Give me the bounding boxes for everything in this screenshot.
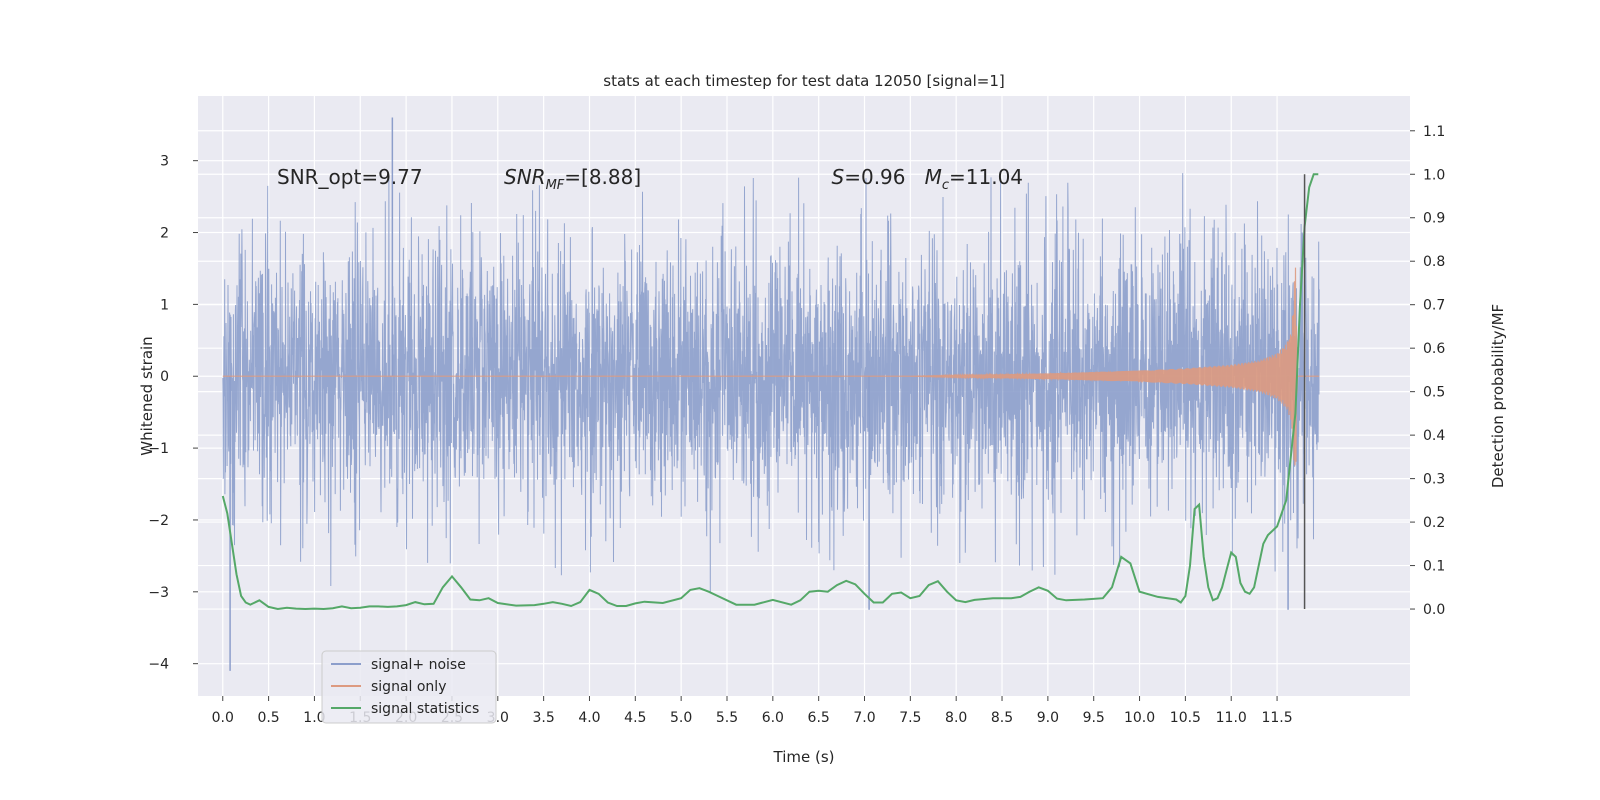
y-axis-label-left: Whitened strain xyxy=(138,336,156,455)
annotation-snr-opt: SNR_opt=9.77 xyxy=(277,165,423,189)
x-tick-label: 3.5 xyxy=(532,710,554,726)
x-tick-label: 7.0 xyxy=(853,710,875,726)
y-tick-label-left: 2 xyxy=(160,226,169,242)
x-tick-label: 8.0 xyxy=(945,710,967,726)
annotation-s-value: =0.96 xyxy=(844,165,924,189)
x-tick-label: 10.0 xyxy=(1124,710,1155,726)
statistics-trace xyxy=(221,173,1319,611)
series-signal-noise xyxy=(222,117,1320,671)
legend-label-signal-noise: signal+ noise xyxy=(371,657,466,673)
y-tick-label-left: −4 xyxy=(148,657,169,673)
x-tick-label: 1.0 xyxy=(303,710,325,726)
x-tick-label: 5.0 xyxy=(670,710,692,726)
x-tick-label: 5.5 xyxy=(716,710,738,726)
annotation-snr-mf: SNRMF=[8.88] xyxy=(504,165,641,193)
annotation-s-symbol: S xyxy=(832,165,845,189)
annotation-mc-sub: c xyxy=(942,178,949,193)
x-tick-label: 6.5 xyxy=(808,710,830,726)
y-tick-label-right: 1.0 xyxy=(1423,167,1445,183)
noise-trace xyxy=(222,173,1320,593)
x-tick-label: 11.0 xyxy=(1216,710,1247,726)
x-tick-label: 0.0 xyxy=(212,710,234,726)
chart-title: stats at each timestep for test data 120… xyxy=(603,72,1004,90)
y-tick-label-right: 1.1 xyxy=(1423,124,1445,140)
x-tick-label: 4.5 xyxy=(624,710,646,726)
y-tick-label-left: −3 xyxy=(148,585,169,601)
annotation-mc-main: M xyxy=(925,165,942,189)
annotation-snr-mf-sub: MF xyxy=(546,178,565,193)
y-tick-label-right: 0.6 xyxy=(1423,341,1445,357)
x-tick-label: 9.0 xyxy=(1037,710,1059,726)
y-axis-label-right: Detection probability/MF xyxy=(1489,304,1507,488)
x-axis-label: Time (s) xyxy=(773,748,835,766)
series-signal-statistics xyxy=(221,173,1319,611)
legend-label-signal-only: signal only xyxy=(371,679,446,695)
annotation-s-mc: S=0.96 Mc=11.04 xyxy=(787,165,1055,193)
y-tick-label-right: 0.2 xyxy=(1423,515,1445,531)
y-tick-label-right: 0.5 xyxy=(1423,385,1445,401)
annotation-mc-tail: =11.04 xyxy=(949,165,1023,189)
y-tick-label-right: 0.0 xyxy=(1423,602,1445,618)
ticks: 0.00.51.01.52.02.53.03.54.04.55.05.56.06… xyxy=(148,124,1445,726)
x-tick-label: 11.5 xyxy=(1261,710,1292,726)
signal-trace xyxy=(222,267,1320,466)
y-tick-label-right: 0.4 xyxy=(1423,428,1445,444)
y-tick-label-left: 3 xyxy=(160,154,169,170)
y-tick-label-right: 0.3 xyxy=(1423,472,1445,488)
y-tick-label-left: −1 xyxy=(148,441,169,457)
annotations: SNR_opt=9.77 SNRMF=[8.88] S=0.96 Mc=11.0… xyxy=(277,165,1055,193)
legend-label-signal-statistics: signal statistics xyxy=(371,701,479,717)
annotation-snr-mf-tail: =[8.88] xyxy=(564,165,641,189)
y-tick-label-right: 0.8 xyxy=(1423,254,1445,270)
y-tick-label-left: 0 xyxy=(160,369,169,385)
x-tick-label: 9.5 xyxy=(1083,710,1105,726)
y-tick-label-left: −2 xyxy=(148,513,169,529)
y-tick-label-right: 0.7 xyxy=(1423,298,1445,314)
y-tick-label-left: 1 xyxy=(160,297,169,313)
x-tick-label: 6.0 xyxy=(762,710,784,726)
legend-box xyxy=(321,650,497,724)
y-tick-label-right: 0.9 xyxy=(1423,211,1445,227)
x-tick-label: 0.5 xyxy=(257,710,279,726)
x-tick-label: 10.5 xyxy=(1170,710,1201,726)
y-tick-label-right: 0.1 xyxy=(1423,559,1445,575)
x-tick-label: 8.5 xyxy=(991,710,1013,726)
legend: signal+ noise signal only signal statist… xyxy=(321,650,497,724)
annotation-snr-mf-main: SNR xyxy=(504,165,546,189)
x-tick-label: 4.0 xyxy=(578,710,600,726)
series-signal-only xyxy=(222,267,1320,466)
x-tick-label: 7.5 xyxy=(899,710,921,726)
